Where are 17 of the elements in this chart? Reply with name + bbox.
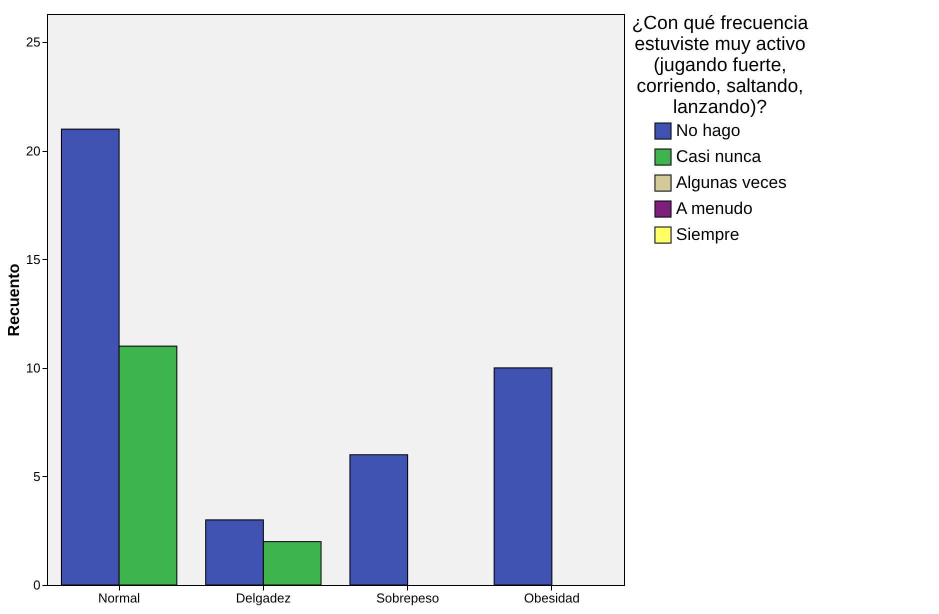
legend-label: No hago xyxy=(676,121,740,140)
x-tick-label: Obesidad xyxy=(524,590,580,606)
legend-title: ¿Con qué frecuencia estuviste muy activo (jugando fuerte, corriendo, saltando, lanzando)? xyxy=(632,13,809,118)
legend-label: Siempre xyxy=(676,225,740,244)
y-tick-label: 0 xyxy=(33,578,40,592)
legend-label: A menudo xyxy=(676,199,753,218)
x-tick-label: Sobrepeso xyxy=(376,590,440,606)
x-tick-label: Delgadez xyxy=(236,590,291,606)
y-tick-label: 15 xyxy=(26,252,40,267)
y-tick-label: 10 xyxy=(26,360,40,376)
y-tick-label: 20 xyxy=(26,143,40,158)
legend-label: Algunas veces xyxy=(676,173,787,192)
x-tick-label: Normal xyxy=(98,590,140,606)
legend-label: Casi nunca xyxy=(676,147,762,166)
y-tick-label: 25 xyxy=(26,34,40,50)
y-tick-label: 5 xyxy=(33,468,40,484)
y-axis-title: Recuento xyxy=(6,263,24,336)
